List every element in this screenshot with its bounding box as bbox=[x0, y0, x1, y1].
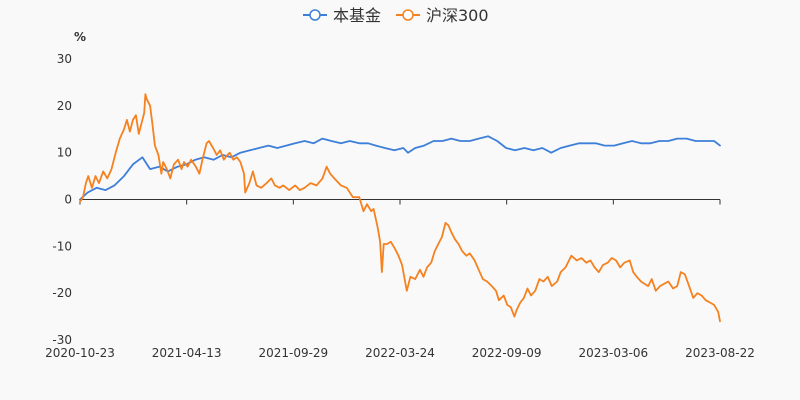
legend-item-fund[interactable]: 本基金 bbox=[303, 6, 381, 25]
series-line-fund bbox=[79, 135, 721, 201]
x-tick-label: 2023-03-06 bbox=[578, 346, 648, 360]
legend-marker-icon bbox=[402, 9, 414, 21]
y-tick-label: -10 bbox=[52, 239, 72, 253]
legend-label: 本基金 bbox=[333, 6, 381, 25]
legend-marker-icon bbox=[309, 9, 321, 21]
x-tick-label: 2023-08-22 bbox=[685, 346, 755, 360]
series-line-csi300 bbox=[79, 93, 721, 323]
legend[interactable]: 本基金 沪深300 bbox=[303, 6, 489, 25]
plot-area bbox=[79, 93, 721, 323]
y-axis: 30 20 10 0 -10 -20 -30 bbox=[52, 52, 72, 347]
y-tick-label: -30 bbox=[52, 333, 72, 347]
y-tick-label: 20 bbox=[57, 99, 72, 113]
x-axis: 2020-10-23 2021-04-13 2021-09-29 2022-03-24… bbox=[45, 199, 755, 360]
y-axis-unit: % bbox=[74, 30, 86, 44]
x-tick-label: 2022-09-09 bbox=[472, 346, 542, 360]
y-tick-label: 30 bbox=[57, 52, 72, 66]
legend-item-csi300[interactable]: 沪深300 bbox=[396, 6, 489, 25]
legend-label: 沪深300 bbox=[426, 6, 489, 25]
y-tick-label: 10 bbox=[57, 146, 72, 160]
y-tick-label: -20 bbox=[52, 286, 72, 300]
x-tick-label: 2020-10-23 bbox=[45, 346, 115, 360]
x-tick-label: 2021-09-29 bbox=[258, 346, 328, 360]
y-tick-label: 0 bbox=[64, 193, 72, 207]
x-tick-label: 2021-04-13 bbox=[152, 346, 222, 360]
x-tick-label: 2022-03-24 bbox=[365, 346, 435, 360]
